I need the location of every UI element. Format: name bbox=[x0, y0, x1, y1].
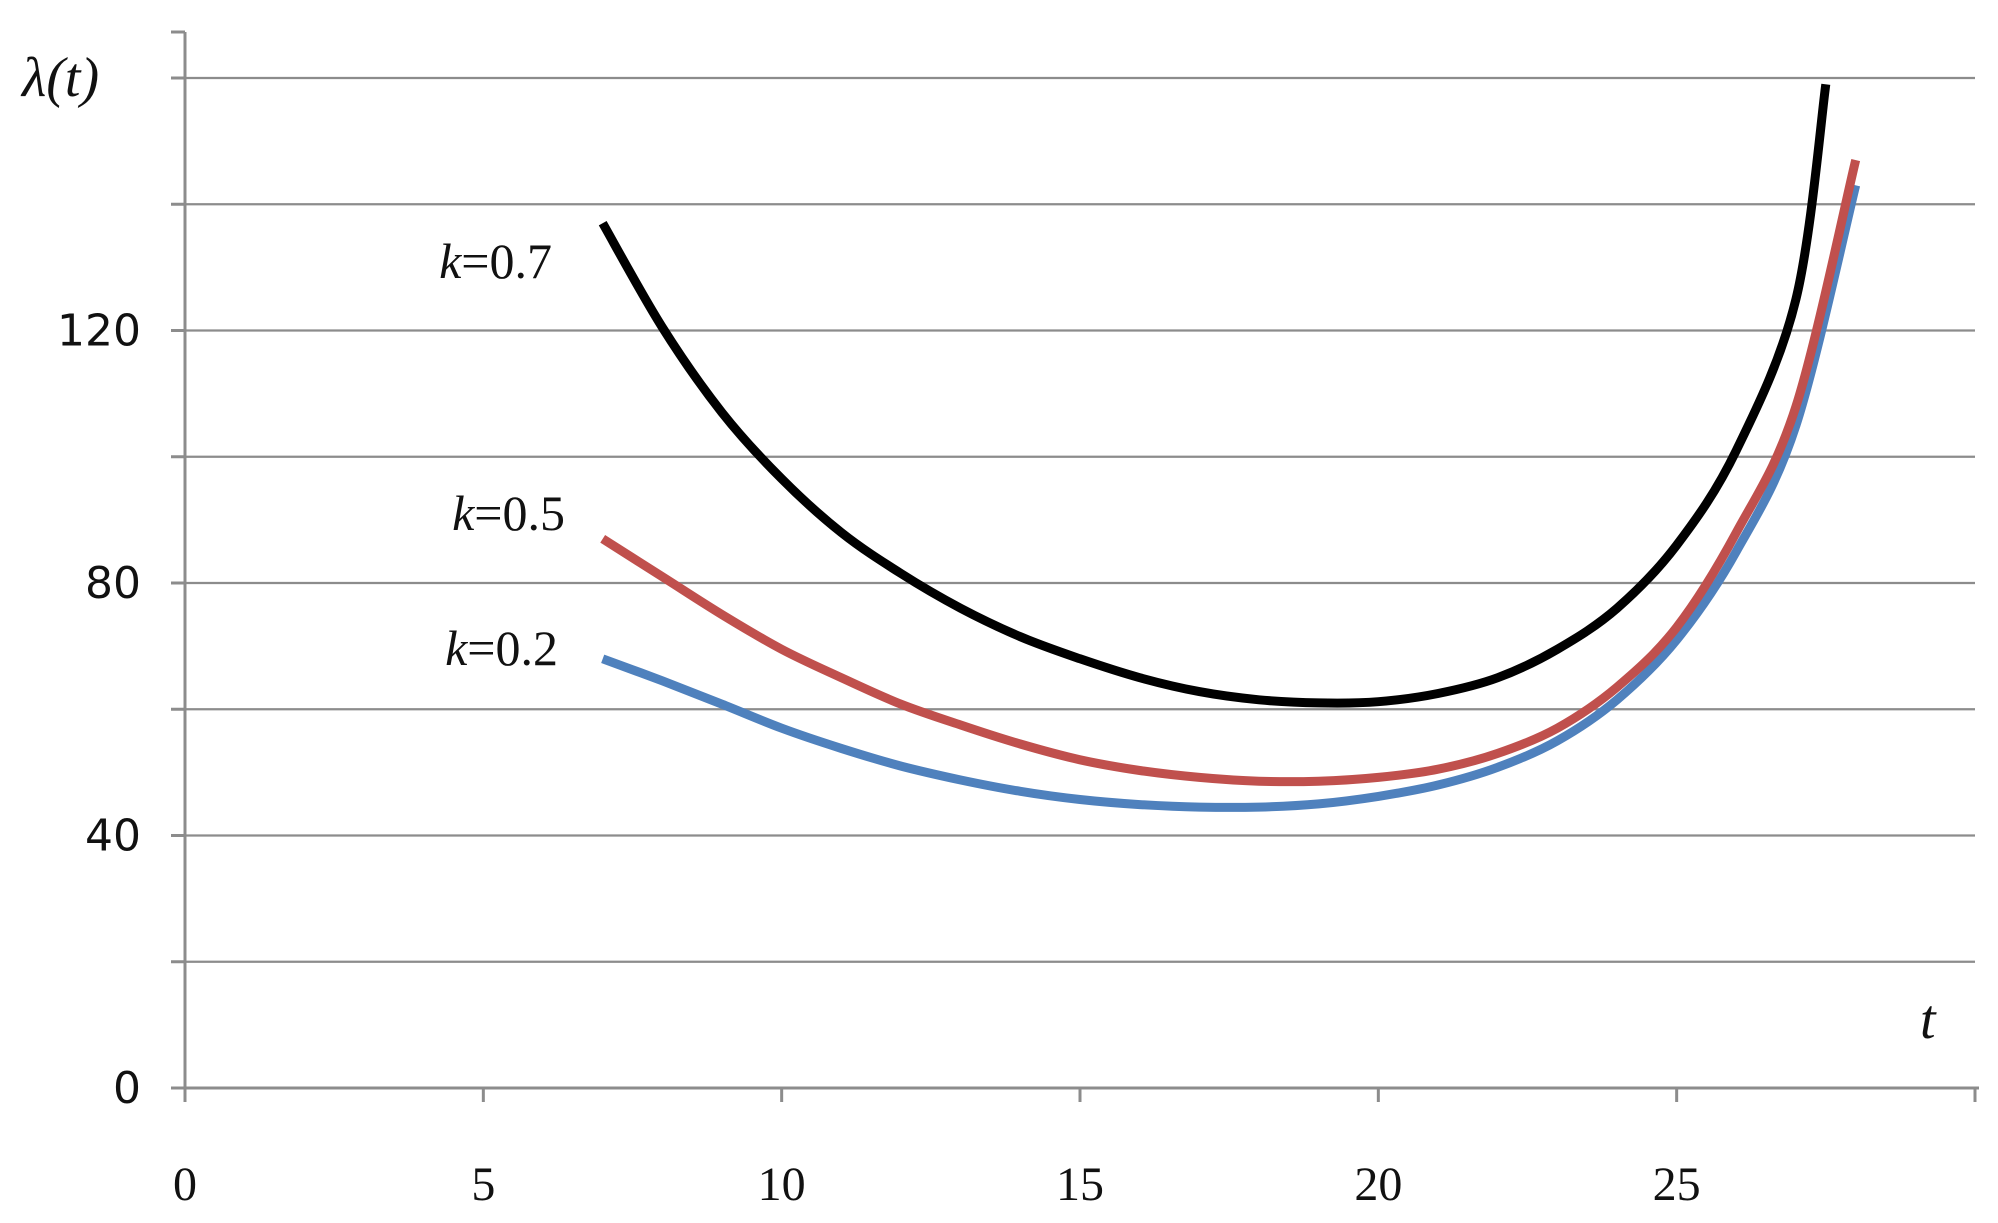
series-label: k=0.7 bbox=[439, 233, 552, 289]
x-axis-label: t bbox=[1920, 989, 1937, 1051]
x-tick-labels: 0 5 10 15 20 25 bbox=[173, 1158, 1701, 1211]
y-tick-label: 40 bbox=[85, 811, 141, 862]
y-tick-label: 80 bbox=[85, 558, 141, 609]
series-line-k-0-5 bbox=[600, 159, 1861, 787]
x-tick-label: 15 bbox=[1056, 1158, 1104, 1211]
series-label-variable: k bbox=[452, 485, 475, 541]
series-labels: k=0.7k=0.5k=0.2 bbox=[439, 233, 565, 676]
x-tick-label: 25 bbox=[1653, 1158, 1701, 1211]
axes bbox=[171, 30, 1979, 1102]
x-tick-label: 10 bbox=[758, 1158, 806, 1211]
series-label: k=0.2 bbox=[445, 620, 558, 676]
series-label-value: =0.5 bbox=[474, 485, 565, 541]
series-label-variable: k bbox=[439, 233, 462, 289]
y-tick-labels: 0 40 80 120 bbox=[57, 306, 141, 1115]
x-tick-label: 0 bbox=[173, 1158, 197, 1211]
x-tick-label: 5 bbox=[471, 1158, 495, 1211]
y-axis-label: λ(t) bbox=[20, 47, 99, 109]
x-tick-label: 20 bbox=[1354, 1158, 1402, 1211]
x-tick-marks bbox=[183, 1088, 1977, 1102]
series-label-value: =0.2 bbox=[467, 620, 558, 676]
series-lines bbox=[598, 83, 1861, 812]
series-label-variable: k bbox=[445, 620, 468, 676]
series-label-value: =0.7 bbox=[461, 233, 552, 289]
y-tick-label: 0 bbox=[113, 1063, 141, 1114]
gridlines bbox=[185, 76, 1975, 963]
y-tick-marks bbox=[171, 30, 185, 1090]
series-line-k-0-7 bbox=[598, 83, 1831, 708]
series-line-k-0-2 bbox=[601, 184, 1861, 812]
y-tick-label: 120 bbox=[57, 306, 141, 357]
series-label: k=0.5 bbox=[452, 485, 565, 541]
